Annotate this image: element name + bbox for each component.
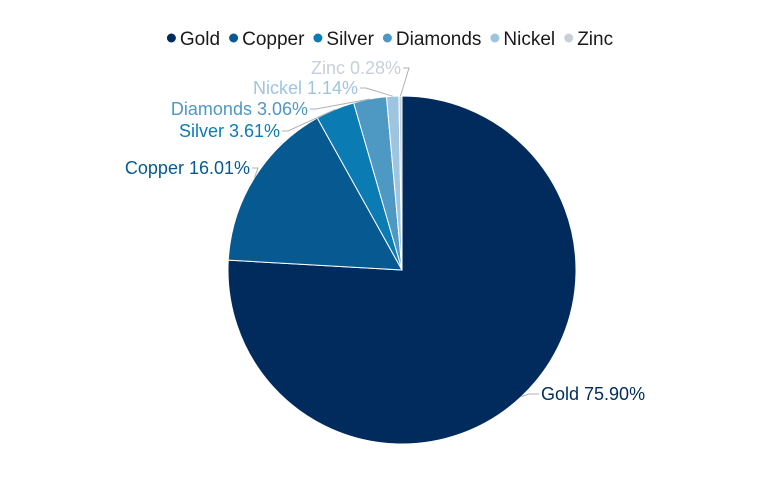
- data-label-zinc: Zinc 0.28%: [311, 58, 401, 78]
- legend: Gold Copper Silver Diamonds Nickel Zinc: [166, 29, 613, 50]
- legend-label-diamonds: Diamonds: [396, 29, 482, 50]
- leader-lines: [252, 67, 539, 397]
- legend-item-diamonds: Diamonds: [382, 29, 482, 50]
- data-labels: Gold 75.90% Copper 16.01% Silver 3.61%Diam…: [125, 58, 645, 404]
- leader-line-copper: [252, 167, 259, 178]
- leader-line-zinc: [400, 67, 410, 97]
- data-label-gold: Gold 75.90%: [541, 384, 645, 404]
- legend-marker-silver: [313, 33, 323, 43]
- leader-line-gold: [521, 393, 539, 397]
- legend-label-nickel: Nickel: [503, 29, 555, 50]
- leader-line-diamonds: [310, 98, 370, 110]
- legend-item-nickel: Nickel: [490, 29, 555, 50]
- legend-item-copper: Copper: [229, 29, 305, 50]
- leader-line-nickel: [360, 87, 393, 97]
- legend-label-copper: Copper: [242, 29, 305, 50]
- legend-marker-copper: [229, 33, 239, 43]
- legend-marker-gold: [166, 33, 176, 43]
- pie-slice-zinc: [398, 95, 403, 271]
- data-label-silver: Silver 3.61%: [179, 121, 280, 141]
- legend-label-zinc: Zinc: [577, 29, 613, 50]
- legend-label-gold: Gold: [180, 29, 220, 50]
- data-label-diamonds: Diamonds 3.06%: [171, 99, 308, 119]
- pie-slices: [227, 95, 577, 445]
- pie-slice-copper: [227, 117, 403, 271]
- legend-item-silver: Silver: [313, 29, 375, 50]
- legend-item-gold: Gold: [166, 29, 220, 50]
- legend-item-zinc: Zinc: [564, 29, 613, 50]
- leader-line-silver: [282, 108, 336, 132]
- data-label-copper: Copper 16.01%: [125, 158, 250, 178]
- data-label-nickel: Nickel 1.14%: [253, 78, 358, 98]
- legend-marker-zinc: [564, 33, 574, 43]
- legend-marker-diamonds: [382, 33, 392, 43]
- legend-marker-nickel: [490, 33, 500, 43]
- legend-label-silver: Silver: [326, 29, 374, 50]
